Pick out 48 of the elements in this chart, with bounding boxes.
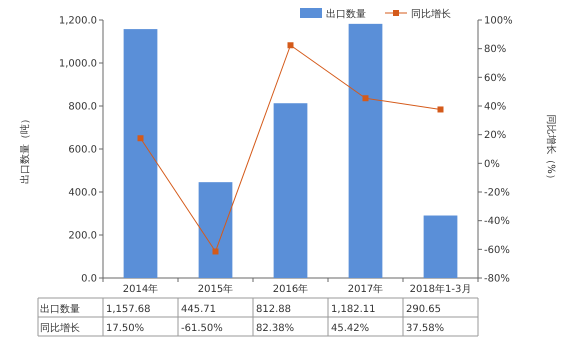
point — [362, 95, 368, 102]
data-label: 17.50% — [106, 323, 144, 334]
y-tick-label: 200.0 — [68, 230, 97, 242]
x-tick-label: 2015年 — [198, 283, 234, 295]
point — [438, 106, 444, 112]
data-label: 290.65 — [406, 304, 441, 315]
y2-tick-label: 60% — [484, 72, 506, 84]
point — [138, 135, 144, 142]
bar — [124, 29, 158, 278]
data-label: 37.58% — [406, 323, 444, 334]
bar — [198, 182, 232, 278]
y2-tick-label: -20% — [484, 188, 510, 198]
legend-label: 出口数量 — [326, 8, 366, 20]
data-label: -61.50% — [181, 323, 223, 334]
y2-tick-label: -40% — [484, 216, 510, 228]
text: 同比增长 — [40, 323, 80, 334]
y2-tick-label: 80% — [484, 44, 506, 56]
x-tick-label: 2018年1-3月 — [410, 283, 472, 295]
y2-tick-label: 0% — [484, 158, 500, 170]
y-tick-label: 1,000.0 — [58, 58, 97, 70]
data-label: 45.42% — [331, 323, 370, 334]
x-tick-label: 2016年 — [272, 283, 308, 295]
data-label: 445.71 — [181, 304, 216, 315]
data-label: 82.38% — [256, 323, 294, 334]
y-tick-label: 0.0 — [81, 274, 97, 284]
point — [212, 248, 218, 254]
y-tick-label: 600.0 — [68, 144, 97, 156]
point — [288, 42, 294, 48]
text: 出口数量 — [40, 304, 80, 315]
bar — [424, 216, 458, 278]
y2-axis-title: 同比增长（%） — [545, 114, 557, 184]
y2-tick-label: 20% — [484, 130, 506, 142]
y-tick-label: 1,200.0 — [58, 16, 97, 26]
y2-tick-label: -80% — [484, 274, 510, 284]
y2-tick-label: -60% — [484, 244, 510, 256]
y2-tick-label: 100% — [484, 16, 513, 26]
x-tick-label: 2014年 — [122, 283, 158, 295]
y-tick-label: 400.0 — [68, 188, 97, 198]
bar — [348, 24, 382, 278]
y-tick-label: 800.0 — [68, 102, 97, 112]
y-axis-title: 出口数量（吨） — [19, 114, 31, 184]
data-label: 1,157.68 — [106, 304, 151, 315]
y2-tick-label: 40% — [484, 102, 506, 112]
data-label: 812.88 — [256, 304, 291, 315]
x-tick-label: 2017年 — [348, 283, 384, 295]
data-label: 1,182.11 — [331, 304, 376, 315]
legend-label: 同比增长 — [411, 8, 451, 20]
bar — [274, 103, 308, 278]
